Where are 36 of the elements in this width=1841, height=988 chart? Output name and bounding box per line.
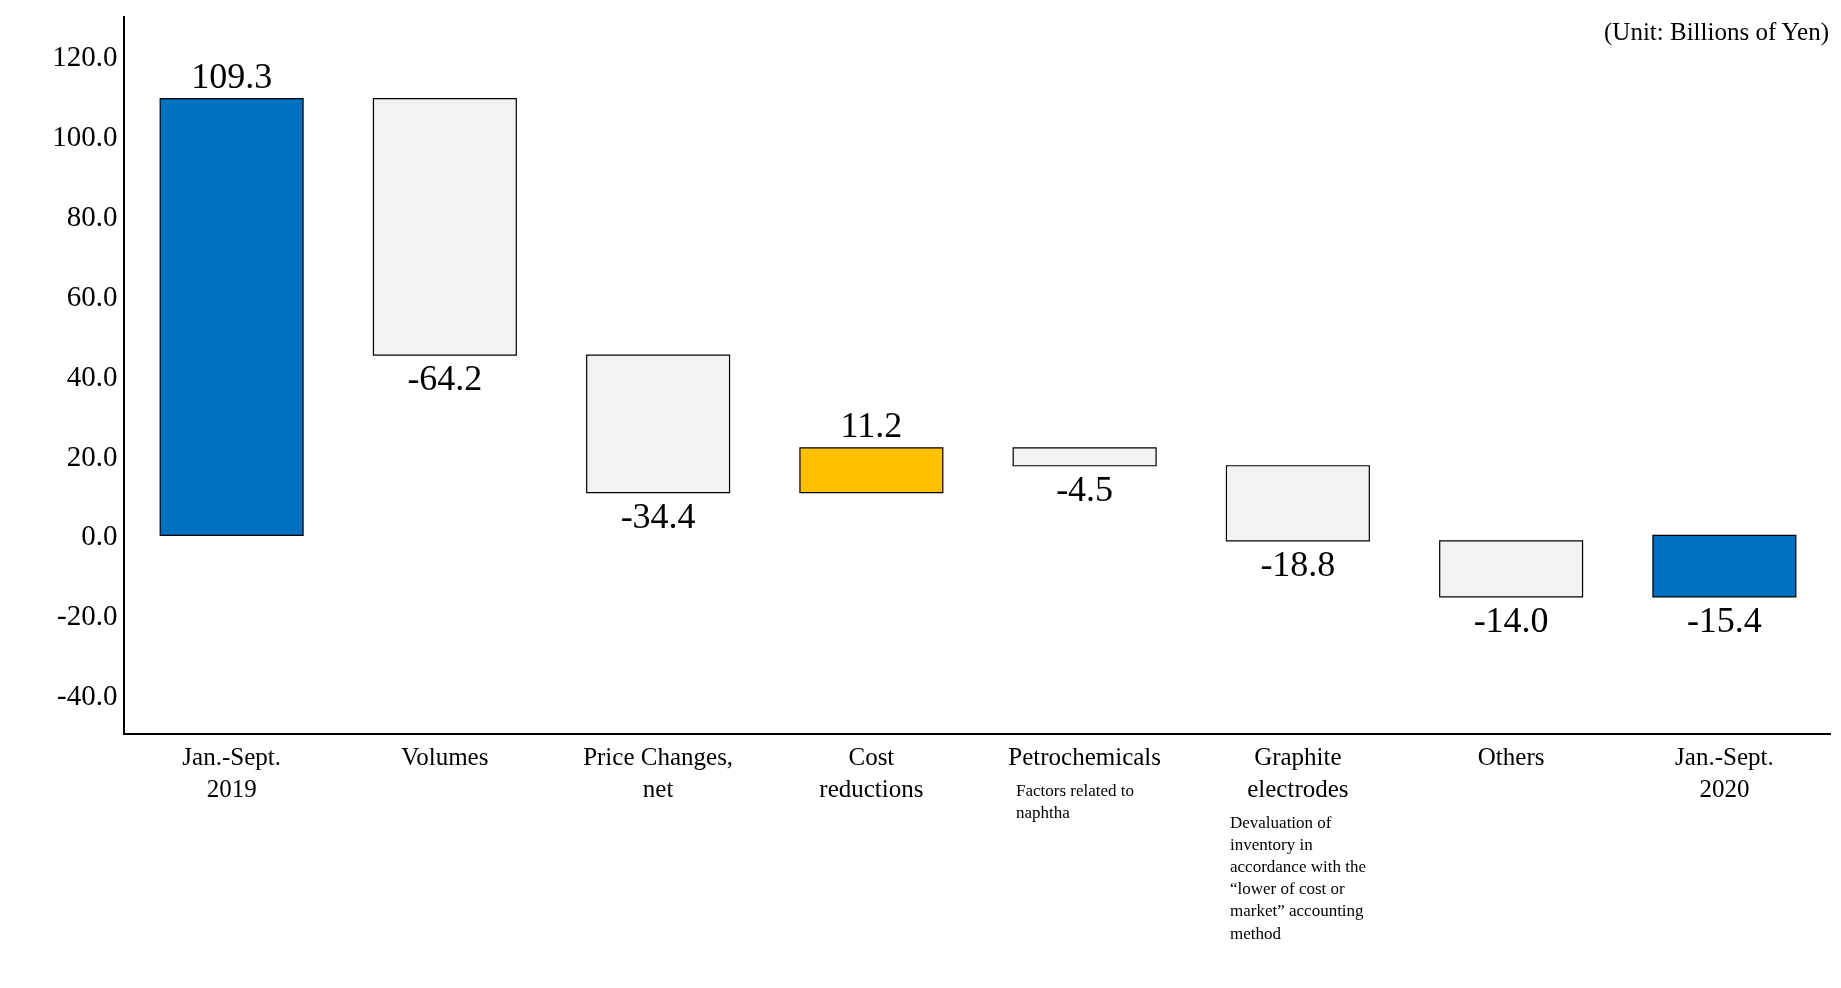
x-tick-label: Others: [1477, 742, 1545, 770]
y-tick-label: 120.0: [52, 40, 118, 73]
bar: [1439, 540, 1584, 598]
text: Devaluation of inventory in accordance with the “lower of cost or market” accounting method: [1230, 813, 1366, 943]
y-tick-label: 80.0: [66, 199, 118, 232]
y-tick-label: 60.0: [66, 279, 118, 312]
data-label: -34.4: [620, 495, 696, 536]
data-label: -18.8: [1260, 543, 1336, 584]
bar: [586, 354, 731, 494]
bar: [1652, 534, 1797, 598]
data-label: 11.2: [840, 404, 903, 445]
bar: [372, 98, 517, 356]
x-tick-label: Graphite electrodes: [1247, 742, 1349, 803]
y-tick-label: -20.0: [57, 599, 118, 632]
bar: [799, 447, 944, 494]
y-tick-label: 0.0: [81, 519, 118, 552]
x-tick-label: Jan.-Sept. 2019: [182, 742, 281, 803]
bar: [1225, 465, 1370, 542]
data-label: -15.4: [1686, 599, 1762, 640]
y-tick-label: -40.0: [57, 679, 118, 712]
bar: [159, 98, 304, 536]
x-tick-label: Jan.-Sept. 2020: [1675, 742, 1774, 803]
y-tick-label: 20.0: [66, 439, 118, 472]
annotation: (Unit: Billions of Yen): [1604, 18, 1830, 46]
y-tick-label: 100.0: [52, 119, 118, 152]
data-label: -14.0: [1473, 599, 1549, 640]
data-label: -4.5: [1056, 468, 1114, 509]
bar: [1012, 447, 1157, 467]
y-tick-label: 40.0: [66, 359, 118, 392]
text: Factors related to naphtha: [1016, 781, 1135, 823]
x-tick-label: Cost reductions: [819, 742, 924, 803]
x-tick-label: Volumes: [401, 742, 489, 770]
x-tick-label: Petrochemicals: [1008, 742, 1161, 770]
data-label: -64.2: [407, 358, 483, 399]
x-tick-label: Price Changes, net: [583, 742, 734, 803]
data-label: 109.3: [191, 55, 273, 96]
